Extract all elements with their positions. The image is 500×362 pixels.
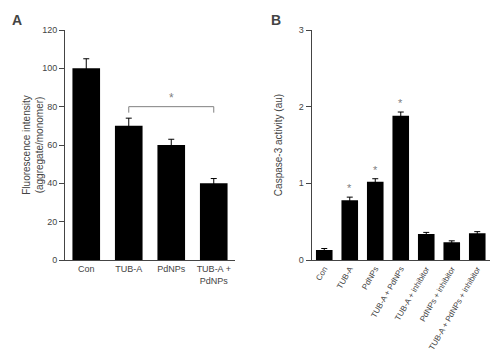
svg-text:TUB-A: TUB-A bbox=[335, 265, 355, 291]
svg-text:TUB-A + inhibitor: TUB-A + inhibitor bbox=[393, 265, 431, 322]
svg-text:100: 100 bbox=[42, 63, 57, 73]
svg-text:PdNPs + inhibitor: PdNPs + inhibitor bbox=[418, 265, 457, 324]
svg-text:Con: Con bbox=[314, 265, 329, 282]
svg-text:TUB-A + PdNPs + inhibitor: TUB-A + PdNPs + inhibitor bbox=[427, 265, 482, 352]
svg-text:A: A bbox=[12, 12, 22, 28]
svg-text:PdNPs: PdNPs bbox=[360, 265, 380, 291]
svg-text:B: B bbox=[271, 12, 281, 28]
svg-text:*: * bbox=[347, 182, 352, 194]
svg-text:PdNPs: PdNPs bbox=[157, 264, 186, 274]
svg-text:0: 0 bbox=[52, 255, 57, 265]
svg-text:3: 3 bbox=[299, 25, 304, 35]
svg-text:120: 120 bbox=[42, 25, 57, 35]
svg-text:60: 60 bbox=[47, 140, 57, 150]
svg-text:*: * bbox=[373, 164, 378, 176]
svg-text:TUB-A +PdNPs: TUB-A +PdNPs bbox=[197, 264, 231, 286]
svg-text:Con: Con bbox=[78, 264, 95, 274]
svg-text:2: 2 bbox=[299, 102, 304, 112]
svg-text:TUB-A: TUB-A bbox=[115, 264, 142, 274]
svg-text:80: 80 bbox=[47, 102, 57, 112]
svg-text:*: * bbox=[398, 97, 403, 109]
svg-text:0: 0 bbox=[299, 255, 304, 265]
svg-text:*: * bbox=[169, 91, 174, 105]
svg-text:TUB-A + PdNPs: TUB-A + PdNPs bbox=[369, 265, 406, 319]
svg-text:20: 20 bbox=[47, 217, 57, 227]
svg-text:40: 40 bbox=[47, 178, 57, 188]
svg-text:1: 1 bbox=[299, 178, 304, 188]
svg-text:Caspase-3 activity (au): Caspase-3 activity (au) bbox=[273, 94, 284, 196]
svg-text:Fluorescence intensity(aggrega: Fluorescence intensity(aggregate/monomer… bbox=[21, 95, 45, 195]
